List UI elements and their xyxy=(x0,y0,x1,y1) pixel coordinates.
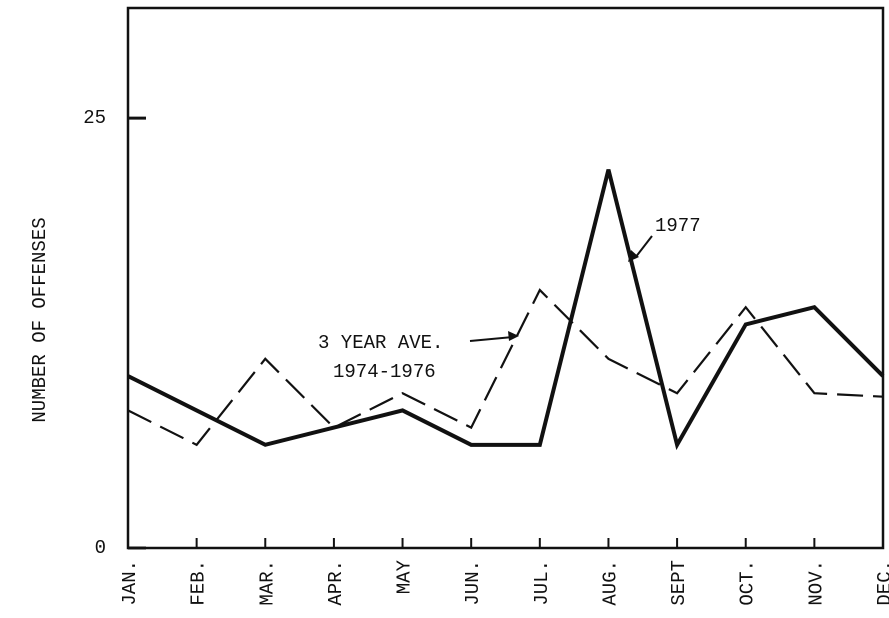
y-axis-label: NUMBER OF OFFENSES xyxy=(29,217,51,422)
annotation: 1974-1976 xyxy=(333,361,436,383)
x-tick-label: AUG. xyxy=(599,560,621,606)
annotation-arrow xyxy=(634,235,653,259)
x-tick-label: JAN. xyxy=(119,560,141,606)
annotation: 1977 xyxy=(655,215,701,237)
x-tick-label: DEC. xyxy=(874,560,889,606)
y-tick-label: 25 xyxy=(83,107,106,129)
annotation-arrow xyxy=(469,336,514,342)
y-tick-label: 0 xyxy=(95,537,106,559)
annotation: 3 YEAR AVE. xyxy=(318,332,443,354)
x-tick-label: MAY xyxy=(394,559,416,594)
x-tick-label: NOV. xyxy=(805,560,827,606)
x-tick-label: FEB. xyxy=(188,560,210,606)
x-tick-label: MAR. xyxy=(256,560,278,606)
x-tick-label: OCT. xyxy=(737,560,759,606)
x-tick-label: JUN. xyxy=(462,560,484,606)
plot-frame xyxy=(126,6,885,550)
x-tick-label: APR. xyxy=(325,560,347,606)
x-tick-label: SEPT xyxy=(668,560,690,606)
line-series xyxy=(127,169,885,451)
x-tick-label: JUL. xyxy=(531,560,553,606)
annotation-arrowhead xyxy=(508,331,519,341)
line-series xyxy=(127,288,884,447)
